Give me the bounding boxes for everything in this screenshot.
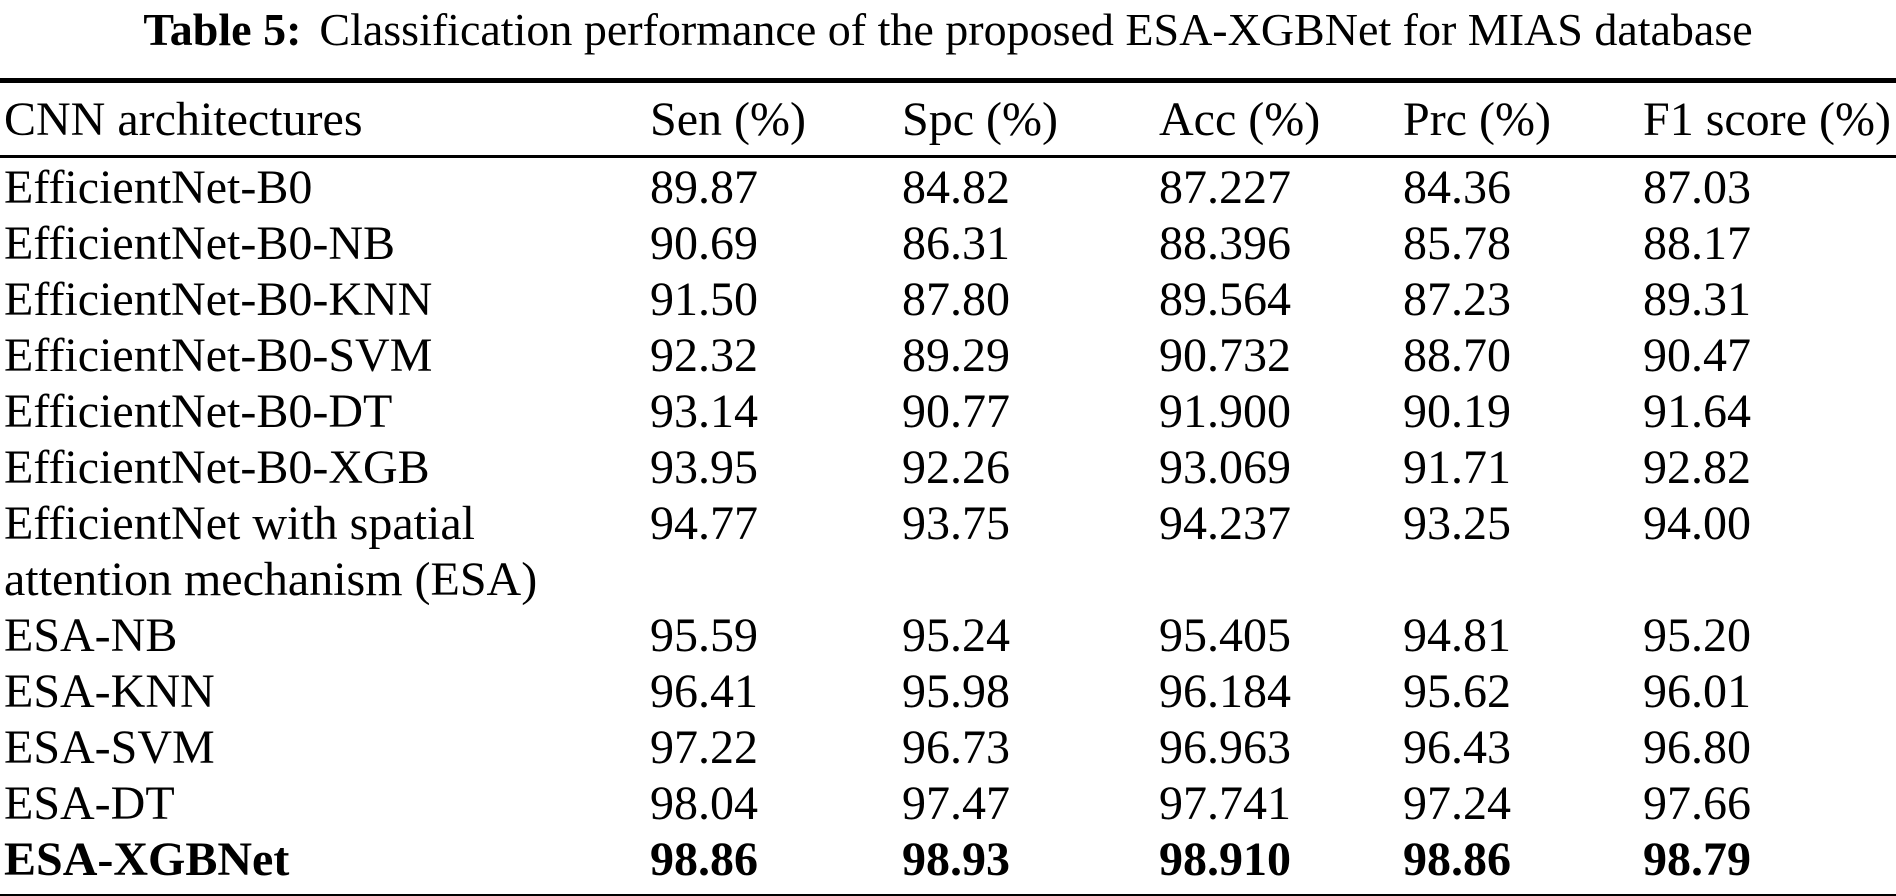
cell-sensitivity: 98.86 — [650, 833, 758, 886]
cell-accuracy: 89.564 — [1159, 273, 1291, 326]
cell-accuracy: 96.963 — [1159, 721, 1291, 774]
cell-specificity: 84.82 — [902, 161, 1010, 214]
table-row: EfficientNet-B0-DT 93.14 90.77 91.900 90… — [0, 384, 1896, 440]
cell-f1-score: 94.00 — [1643, 497, 1751, 550]
table-header: CNN architectures Sen (%) Spc (%) Acc (%… — [0, 80, 1896, 158]
table-caption-number: Table 5: — [143, 4, 302, 55]
cell-f1-score: 96.01 — [1643, 665, 1751, 718]
cell-specificity: 95.24 — [902, 609, 1010, 662]
cell-accuracy: 94.237 — [1159, 497, 1291, 550]
cell-sensitivity: 93.14 — [650, 385, 758, 438]
table-row: EfficientNet-B0-SVM 92.32 89.29 90.732 8… — [0, 328, 1896, 384]
cell-architecture: EfficientNet-B0-SVM — [4, 329, 433, 382]
cell-architecture: EfficientNet-B0-NB — [4, 217, 396, 270]
cell-sensitivity: 98.04 — [650, 777, 758, 830]
cell-accuracy: 98.910 — [1159, 833, 1291, 886]
cell-precision: 87.23 — [1403, 273, 1511, 326]
table-row: ESA-XGBNet 98.86 98.93 98.910 98.86 98.7… — [0, 832, 1896, 896]
cell-accuracy: 95.405 — [1159, 609, 1291, 662]
cell-specificity: 97.47 — [902, 777, 1010, 830]
column-header-f1-score: F1 score (%) — [1643, 80, 1896, 158]
cell-precision: 97.24 — [1403, 777, 1511, 830]
cell-accuracy: 91.900 — [1159, 385, 1291, 438]
cell-f1-score: 96.80 — [1643, 721, 1751, 774]
cell-architecture: ESA-NB — [4, 609, 178, 662]
cell-f1-score: 88.17 — [1643, 217, 1751, 270]
table-body: EfficientNet-B0 89.87 84.82 87.227 84.36… — [0, 157, 1896, 896]
cell-architecture: EfficientNet-B0-XGB — [4, 441, 430, 494]
cell-specificity: 98.93 — [902, 833, 1010, 886]
cell-architecture: EfficientNet-B0 — [4, 161, 313, 214]
cell-specificity: 90.77 — [902, 385, 1010, 438]
cell-sensitivity: 97.22 — [650, 721, 758, 774]
cell-precision: 95.62 — [1403, 665, 1511, 718]
cell-architecture: ESA-XGBNet — [4, 833, 290, 886]
cell-sensitivity: 89.87 — [650, 161, 758, 214]
table-row: EfficientNet-B0 89.87 84.82 87.227 84.36… — [0, 157, 1896, 217]
table-row: EfficientNet-B0-NB 90.69 86.31 88.396 85… — [0, 216, 1896, 272]
header-row: CNN architectures Sen (%) Spc (%) Acc (%… — [0, 80, 1896, 158]
cell-precision: 96.43 — [1403, 721, 1511, 774]
cell-f1-score: 92.82 — [1643, 441, 1751, 494]
cell-accuracy: 88.396 — [1159, 217, 1291, 270]
cell-architecture: EfficientNet-B0-KNN — [4, 273, 433, 326]
cell-architecture: ESA-SVM — [4, 721, 215, 774]
table-caption-text: Classification performance of the propos… — [319, 4, 1753, 55]
table-row: EfficientNet-B0-XGB 93.95 92.26 93.069 9… — [0, 440, 1896, 496]
cell-precision: 91.71 — [1403, 441, 1511, 494]
cell-accuracy: 87.227 — [1159, 161, 1291, 214]
cell-precision: 88.70 — [1403, 329, 1511, 382]
cell-specificity: 95.98 — [902, 665, 1010, 718]
cell-sensitivity: 92.32 — [650, 329, 758, 382]
column-header-architecture: CNN architectures — [0, 80, 650, 158]
cell-sensitivity: 96.41 — [650, 665, 758, 718]
cell-sensitivity: 95.59 — [650, 609, 758, 662]
table-row: EfficientNet-B0-KNN 91.50 87.80 89.564 8… — [0, 272, 1896, 328]
cell-accuracy: 93.069 — [1159, 441, 1291, 494]
cell-architecture: EfficientNet-B0-DT — [4, 385, 393, 438]
cell-accuracy: 96.184 — [1159, 665, 1291, 718]
cell-f1-score: 97.66 — [1643, 777, 1751, 830]
cell-specificity: 86.31 — [902, 217, 1010, 270]
cell-architecture: ESA-KNN — [4, 665, 215, 718]
cell-f1-score: 98.79 — [1643, 833, 1751, 886]
cell-f1-score: 95.20 — [1643, 609, 1751, 662]
cell-precision: 90.19 — [1403, 385, 1511, 438]
cell-accuracy: 97.741 — [1159, 777, 1291, 830]
cell-precision: 94.81 — [1403, 609, 1511, 662]
cell-sensitivity: 90.69 — [650, 217, 758, 270]
cell-specificity: 92.26 — [902, 441, 1010, 494]
cell-specificity: 96.73 — [902, 721, 1010, 774]
column-header-specificity: Spc (%) — [902, 80, 1159, 158]
cell-precision: 84.36 — [1403, 161, 1511, 214]
cell-specificity: 89.29 — [902, 329, 1010, 382]
table-row: EfficientNet with spatial attention mech… — [0, 496, 1896, 608]
table-row: ESA-DT 98.04 97.47 97.741 97.24 97.66 — [0, 776, 1896, 832]
cell-architecture: EfficientNet with spatial attention mech… — [4, 497, 538, 606]
cell-sensitivity: 93.95 — [650, 441, 758, 494]
cell-accuracy: 90.732 — [1159, 329, 1291, 382]
column-header-precision: Prc (%) — [1403, 80, 1643, 158]
cell-sensitivity: 91.50 — [650, 273, 758, 326]
column-header-accuracy: Acc (%) — [1159, 80, 1403, 158]
column-header-sensitivity: Sen (%) — [650, 80, 902, 158]
cell-specificity: 93.75 — [902, 497, 1010, 550]
cell-specificity: 87.80 — [902, 273, 1010, 326]
cell-precision: 85.78 — [1403, 217, 1511, 270]
table-caption: Table 5: Classification performance of th… — [0, 0, 1896, 78]
cell-f1-score: 91.64 — [1643, 385, 1751, 438]
cell-precision: 98.86 — [1403, 833, 1511, 886]
table-row: ESA-KNN 96.41 95.98 96.184 95.62 96.01 — [0, 664, 1896, 720]
results-table: CNN architectures Sen (%) Spc (%) Acc (%… — [0, 78, 1896, 896]
table-row: ESA-SVM 97.22 96.73 96.963 96.43 96.80 — [0, 720, 1896, 776]
cell-f1-score: 87.03 — [1643, 161, 1751, 214]
cell-f1-score: 90.47 — [1643, 329, 1751, 382]
cell-architecture: ESA-DT — [4, 777, 175, 830]
cell-precision: 93.25 — [1403, 497, 1511, 550]
table-row: ESA-NB 95.59 95.24 95.405 94.81 95.20 — [0, 608, 1896, 664]
cell-sensitivity: 94.77 — [650, 497, 758, 550]
cell-f1-score: 89.31 — [1643, 273, 1751, 326]
